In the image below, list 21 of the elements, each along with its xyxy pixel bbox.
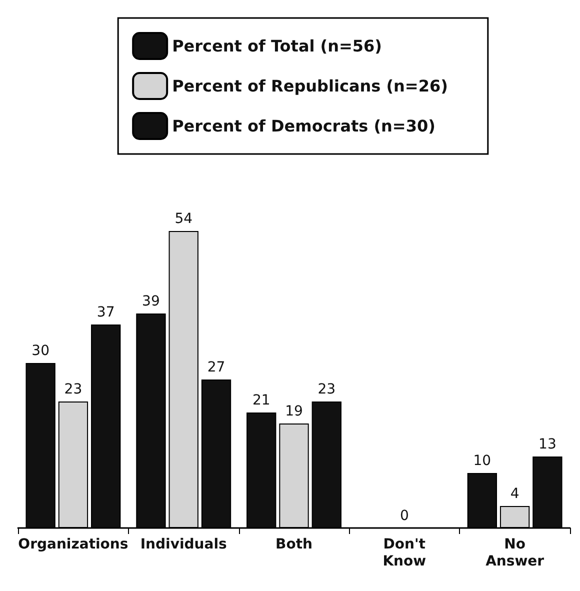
data-label: 21 — [252, 392, 270, 408]
x-tick-label: No Answer — [486, 536, 544, 570]
data-label: 23 — [64, 382, 82, 398]
data-label: 30 — [32, 343, 50, 359]
legend-label: Percent of Democrats (n=30) — [172, 116, 436, 136]
data-label: 27 — [207, 360, 226, 376]
data-label: 37 — [96, 304, 115, 320]
x-tick-label: Organizations — [18, 536, 128, 552]
data-label: 54 — [174, 211, 193, 227]
data-label: 23 — [318, 382, 336, 398]
data-label: 0 — [400, 508, 409, 524]
data-label: 10 — [473, 453, 492, 469]
data-label: 4 — [510, 486, 520, 502]
data-label: 19 — [285, 404, 303, 420]
legend-label: Percent of Total (n=56) — [172, 36, 382, 56]
x-tick-label: Both — [276, 536, 312, 552]
legend-label: Percent of Republicans (n=26) — [172, 76, 448, 96]
x-tick-label: Don't Know — [382, 536, 426, 570]
x-tick-label: Individuals — [140, 536, 227, 552]
data-label: 13 — [538, 436, 556, 452]
data-label: 39 — [142, 294, 160, 310]
